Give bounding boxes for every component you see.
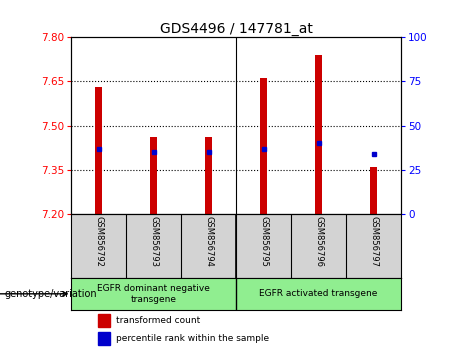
Text: EGFR activated transgene: EGFR activated transgene [260, 289, 378, 298]
Bar [205, 137, 213, 214]
Text: genotype/variation: genotype/variation [5, 289, 97, 299]
Text: GSM856792: GSM856792 [95, 216, 103, 267]
Text: percentile rank within the sample: percentile rank within the sample [116, 334, 269, 343]
Text: GSM856794: GSM856794 [204, 216, 213, 267]
Bar [260, 79, 267, 214]
Text: GSM856795: GSM856795 [259, 216, 268, 267]
Bar [150, 137, 157, 214]
Text: EGFR dominant negative
transgene: EGFR dominant negative transgene [97, 284, 210, 303]
Bar [315, 55, 322, 214]
Bar [98, 314, 110, 327]
Text: transformed count: transformed count [116, 316, 201, 325]
Text: GSM856796: GSM856796 [314, 216, 323, 267]
Bar [98, 332, 110, 345]
Bar [95, 87, 102, 214]
Text: GSM856797: GSM856797 [369, 216, 378, 267]
Bar [370, 167, 377, 214]
Title: GDS4496 / 147781_at: GDS4496 / 147781_at [160, 22, 313, 36]
Text: GSM856793: GSM856793 [149, 216, 159, 267]
